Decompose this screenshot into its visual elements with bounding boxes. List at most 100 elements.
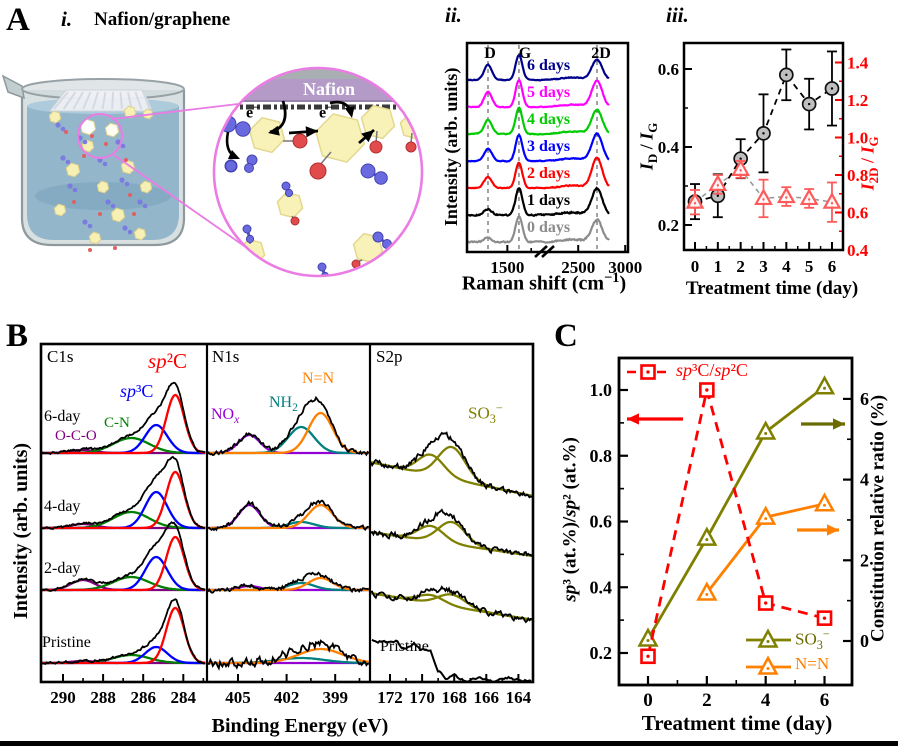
panel-a-iii-label: iii. — [666, 3, 689, 27]
nn-peak-label: N=N — [302, 370, 335, 387]
nitrogen-molecule-icon — [317, 262, 327, 272]
raman-frame — [465, 41, 630, 254]
raman-trace-5-days — [468, 78, 610, 109]
tick-label: 0.4 — [847, 241, 869, 260]
idig-ylabel: ID / IG — [636, 122, 661, 171]
tick-label: 0.8 — [847, 166, 868, 185]
raman-ylabel: Intensity (arb. units) — [441, 67, 462, 227]
graphene-flake-icon — [133, 227, 147, 241]
tick-label: 4 — [782, 257, 791, 276]
beaker — [1, 74, 186, 252]
raman-series-label: 4 days — [527, 111, 571, 128]
tick-label: 170 — [409, 688, 435, 707]
beaker-liquid — [27, 106, 179, 240]
triangle-marker — [757, 628, 779, 648]
arrow-head-icon — [833, 418, 845, 430]
graphene-flake-icon — [48, 110, 62, 124]
panel-a-i-label: i. — [61, 7, 73, 31]
figure-bottom-border — [0, 741, 898, 746]
xps-ylabel: Intensity (arb. units) — [10, 442, 32, 620]
i2dig-marker — [799, 188, 819, 206]
raman-trace-1-days — [468, 186, 610, 218]
arrow-head-icon — [344, 106, 355, 118]
nitrogen-molecule-icon — [115, 139, 121, 145]
ratio-chart: 0.2 0.4 0.6 0.4 0.6 0.8 1.0 1.2 1.4 0 1 2 3 4 5 6 — [658, 41, 869, 276]
c-left-ylabel: sp³ (at.%)/sp² (at.%) — [559, 437, 581, 602]
graphene-flake-icon — [360, 104, 396, 140]
panel-b-label: B — [6, 318, 29, 354]
panel-a-label: A — [6, 2, 30, 38]
constitution-frame — [617, 356, 854, 687]
c-legend-so3: SO3− — [795, 627, 830, 653]
nitrogen-molecule-icon — [105, 199, 111, 205]
tick-label: 1.0 — [847, 129, 868, 148]
triangle-marker — [755, 505, 777, 525]
nitrogen-molecule-icon — [242, 224, 252, 234]
so3-peak-label: SO3− — [468, 401, 503, 427]
oxygen-atom-icon — [64, 130, 68, 134]
row-label-2day: 2-day — [44, 560, 81, 577]
oxygen-atom-icon — [128, 193, 132, 197]
nafion-layer — [215, 79, 421, 102]
arrow-head-icon — [827, 524, 839, 536]
tick-label: 6 — [860, 389, 869, 409]
nitrogen-molecule-icon — [67, 183, 73, 189]
c-right-ylabel: Constitution relative ratio (%) — [867, 394, 889, 643]
col-title-s2p: S2p — [376, 347, 403, 366]
tick-label: 0.2 — [590, 643, 613, 663]
tick-label: 1500 — [490, 258, 524, 277]
tick-label: 6 — [820, 690, 830, 711]
tick-label: 0.6 — [847, 204, 868, 223]
nitrogen-molecule-icon — [82, 219, 88, 225]
tick-label: 0 — [643, 690, 653, 711]
electron-transfer-arrows — [225, 100, 375, 160]
tick-label: 284 — [171, 688, 197, 707]
xps-envelope-S2p-4-day — [370, 508, 532, 557]
tick-label: 2 — [860, 550, 869, 570]
i2dig-marker — [776, 186, 796, 204]
tick-label: 0.4 — [658, 138, 680, 157]
triangle-marker — [757, 655, 779, 675]
graphene-flake-icon — [110, 207, 126, 223]
zoom-source-circle — [77, 113, 123, 159]
xps-envelope-C1s-Pristine — [42, 598, 206, 665]
tick-label: 399 — [322, 688, 348, 707]
nitrogen-molecule-icon — [60, 155, 66, 161]
tick-label: 3 — [759, 257, 768, 276]
raman-trace-6-days — [468, 53, 610, 82]
ratio-xlabel: Treatment time (day) — [685, 278, 859, 299]
i2dig-marker — [708, 174, 728, 191]
triangle-marker — [696, 526, 718, 546]
tick-label: 1.0 — [590, 380, 613, 400]
nitrogen-molecule-icon — [360, 163, 376, 179]
oxygen-atom-icon — [113, 246, 117, 250]
tick-label: 1 — [714, 257, 723, 276]
tick-label: 2 — [736, 257, 745, 276]
tick-label: 0 — [860, 631, 869, 651]
graphene-flake-icon — [53, 203, 67, 217]
constitution-chart: 0.2 0.4 0.6 0.8 1.0 0 2 4 6 0 2 4 6 — [590, 356, 869, 711]
xps-component-C1s-4-day-sp2C — [42, 470, 206, 530]
tick-label: 0.6 — [590, 512, 613, 532]
tick-label: 168 — [441, 688, 467, 707]
raman-trace-0-days — [468, 214, 610, 244]
col-title-c1s: C1s — [47, 347, 74, 366]
tick-label: 172 — [377, 688, 403, 707]
magnifier-circle — [212, 66, 424, 278]
nitrogen-molecule-icon — [372, 231, 384, 243]
raman-series-label: 3 days — [527, 138, 571, 155]
c-legend-main: sp³C/sp²C — [676, 360, 748, 380]
tick-label: 0.2 — [658, 216, 679, 235]
row-label-pristine: Pristine — [42, 634, 91, 651]
graphene-flake-icon — [139, 180, 153, 194]
arrow-head-icon — [361, 130, 374, 143]
tick-label: 2 — [702, 690, 712, 711]
oxygen-atom-icon — [72, 200, 76, 204]
xps-envelope-N1s-6-day — [207, 395, 370, 457]
pristine-s2p-label: Pristine — [380, 638, 429, 655]
electron-label-1: e− — [246, 102, 260, 122]
graphene-flake-icon — [104, 122, 120, 138]
oxygen-atom-icon — [290, 216, 300, 226]
xps-envelope-C1s-2-day — [42, 521, 206, 592]
sp3c-peak-label: sp³C — [120, 381, 154, 401]
